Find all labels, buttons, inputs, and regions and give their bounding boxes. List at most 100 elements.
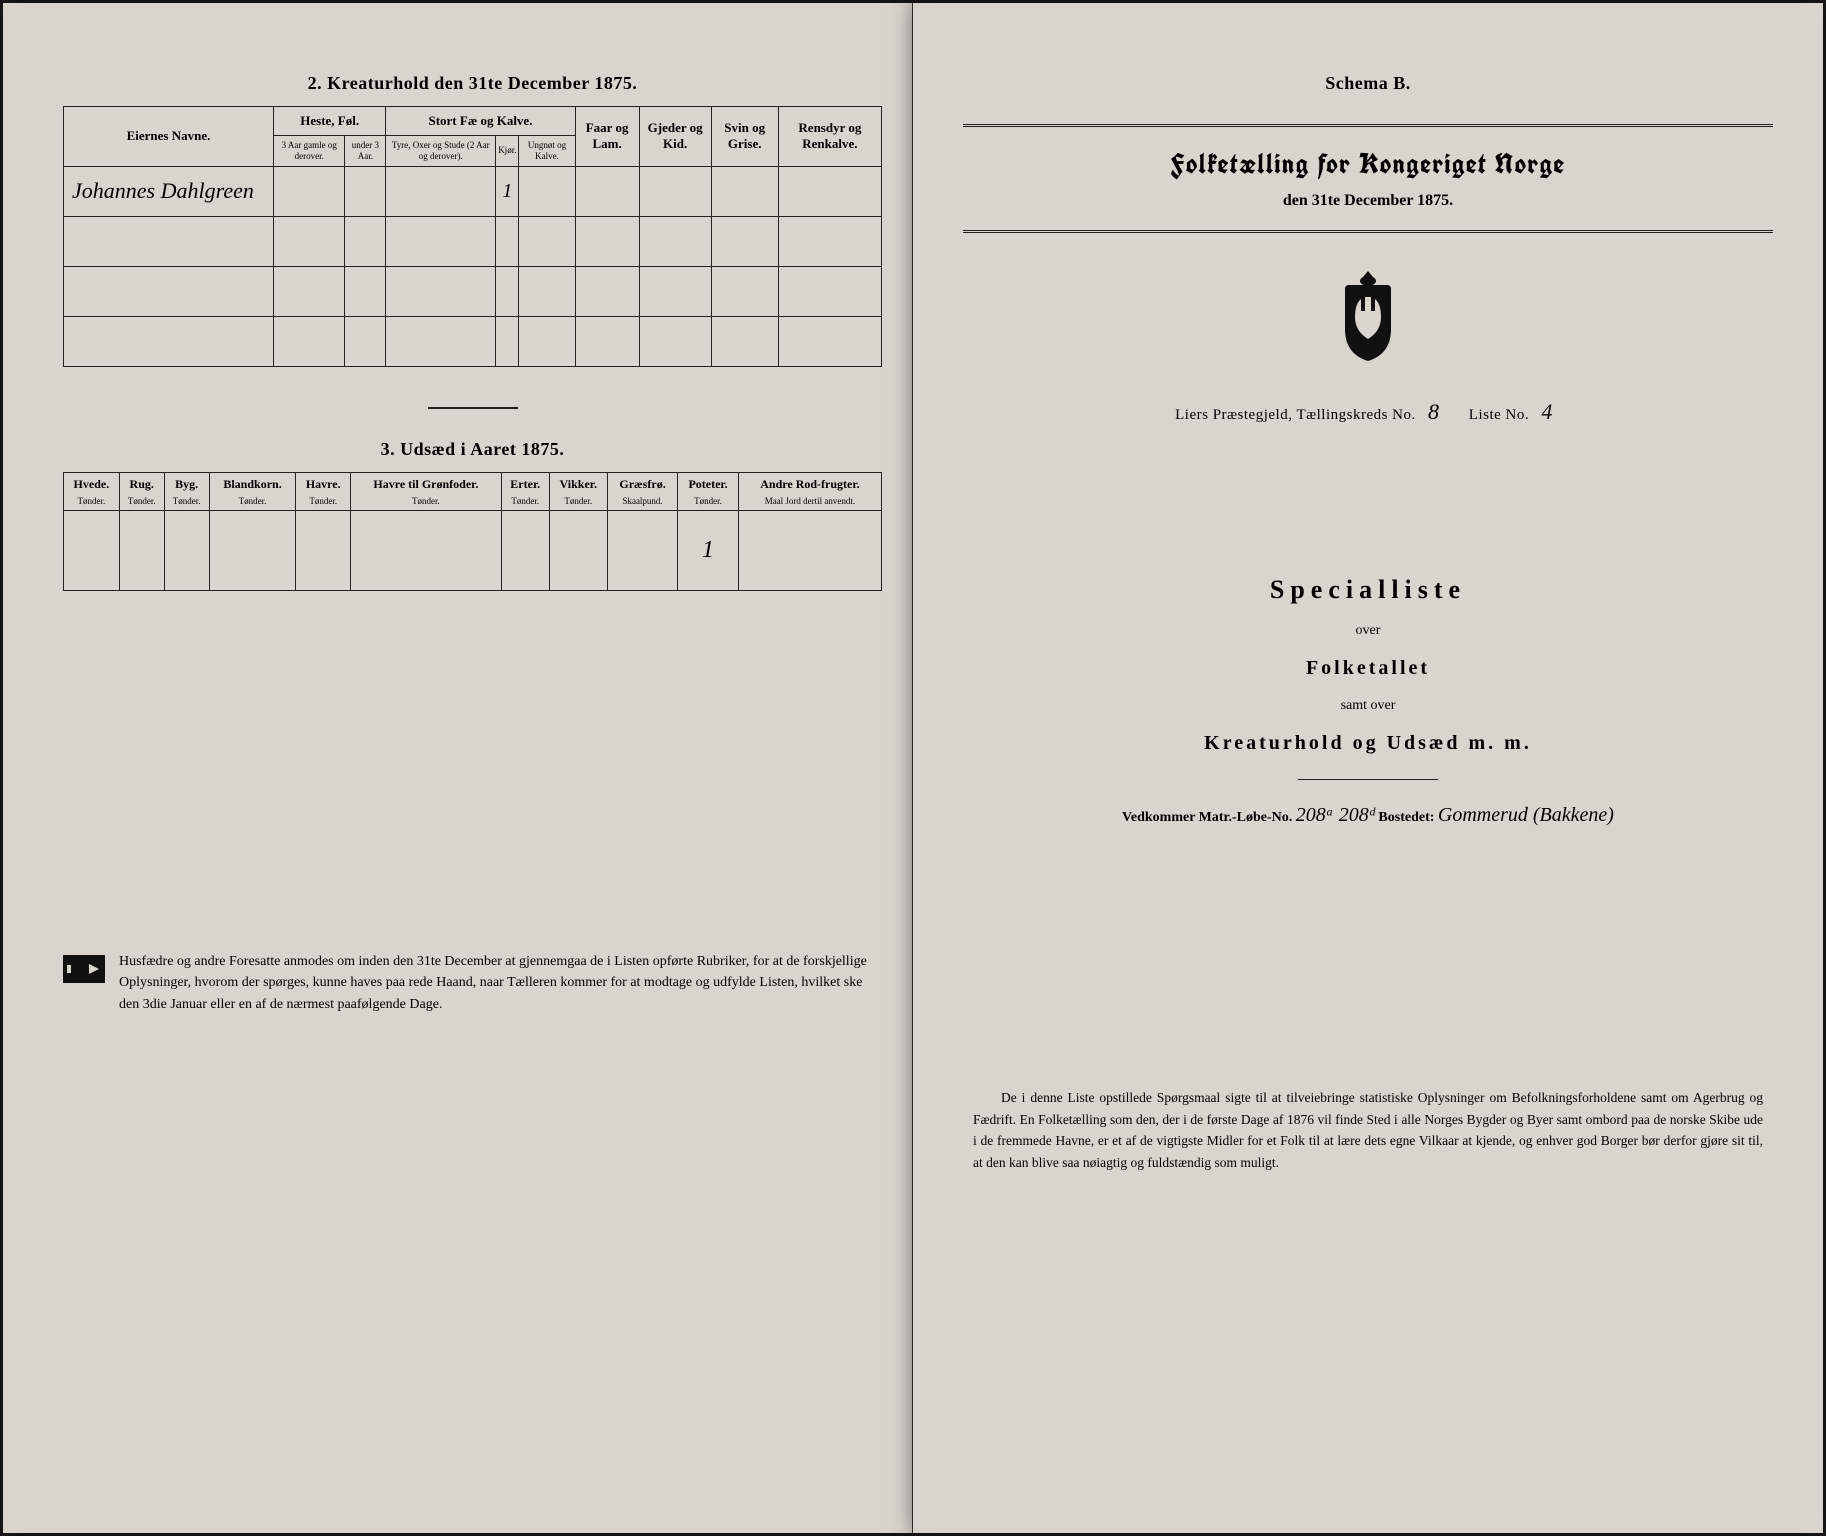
value-cell <box>274 166 345 216</box>
parish-line: Liers Præstegjeld, Tællingskreds No. 8 L… <box>963 399 1773 425</box>
samt-over: samt over <box>963 698 1773 714</box>
sow-value-cell <box>64 510 120 590</box>
col-cattle-a: Tyre, Oxer og Stude (2 Aar og derover). <box>386 136 496 167</box>
value-cell <box>639 316 711 366</box>
sow-col-header: Rug.Tønder. <box>119 472 164 510</box>
value-cell <box>639 216 711 266</box>
liste-label: Liste No. <box>1469 407 1529 423</box>
matr-no: 208ᵃ 208ᵈ <box>1296 804 1375 826</box>
value-cell <box>519 216 575 266</box>
value-cell <box>778 216 881 266</box>
sow-value-cell <box>549 510 607 590</box>
sowing-table: Hvede.Tønder.Rug.Tønder.Byg.Tønder.Bland… <box>63 472 882 591</box>
col-owner: Eiernes Navne. <box>64 107 274 167</box>
section2-title: 2. Kreaturhold den 31te December 1875. <box>63 73 882 94</box>
bottom-note: De i denne Liste opstillede Spørgsmaal s… <box>963 1087 1773 1173</box>
value-cell <box>639 166 711 216</box>
sow-col-header: Græsfrø.Skaalpund. <box>607 472 677 510</box>
census-title: Folketælling for Kongeriget Norge <box>963 145 1773 182</box>
value-cell <box>575 316 639 366</box>
value-cell <box>386 166 496 216</box>
value-cell <box>639 266 711 316</box>
value-cell <box>575 166 639 216</box>
col-horses-a: 3 Aar gamle og derover. <box>274 136 345 167</box>
sow-col-header: Byg.Tønder. <box>164 472 209 510</box>
pointing-hand-icon <box>63 955 105 983</box>
parish-label: Liers Præstegjeld, Tællingskreds No. <box>1175 407 1416 423</box>
value-cell <box>345 316 386 366</box>
title-box: Folketælling for Kongeriget Norge den 31… <box>963 124 1773 233</box>
col-cattle-c: Ungnøt og Kalve. <box>519 136 575 167</box>
value-cell <box>274 216 345 266</box>
col-cattle-b: Kjør. <box>496 136 519 167</box>
sow-value-cell <box>607 510 677 590</box>
table-row <box>64 316 882 366</box>
value-cell <box>711 216 778 266</box>
col-goats: Gjeder og Kid. <box>639 107 711 167</box>
sow-col-header: Havre til Grønfoder.Tønder. <box>351 472 502 510</box>
value-cell <box>386 216 496 266</box>
sow-col-header: Hvede.Tønder. <box>64 472 120 510</box>
sow-col-header: Andre Rod-frugter.Maal Jord dertil anven… <box>738 472 881 510</box>
value-cell <box>386 316 496 366</box>
value-cell <box>711 266 778 316</box>
sow-value-cell <box>738 510 881 590</box>
owner-cell: Johannes Dahlgreen <box>64 166 274 216</box>
sow-value-cell <box>351 510 502 590</box>
value-cell <box>345 166 386 216</box>
kreatur-line: Kreaturhold og Udsæd m. m. <box>1204 732 1532 755</box>
owner-cell <box>64 266 274 316</box>
value-cell <box>496 216 519 266</box>
divider <box>428 407 518 409</box>
owner-cell <box>64 316 274 366</box>
matr-line: Vedkommer Matr.-Løbe-No. 208ᵃ 208ᵈ Boste… <box>963 804 1773 827</box>
over-1: over <box>963 623 1773 639</box>
livestock-table: Eiernes Navne. Heste, Føl. Stort Fæ og K… <box>63 106 882 367</box>
value-cell <box>711 316 778 366</box>
sow-value-cell <box>209 510 296 590</box>
instruction-text: Husfædre og andre Foresatte anmodes om i… <box>119 951 882 1016</box>
col-horses-b: under 3 Aar. <box>345 136 386 167</box>
value-cell <box>519 166 575 216</box>
value-cell <box>519 266 575 316</box>
bostedet-label: Bostedet: <box>1378 810 1434 825</box>
sow-col-header: Blandkorn.Tønder. <box>209 472 296 510</box>
sow-col-header: Havre.Tønder. <box>296 472 351 510</box>
sow-col-header: Poteter.Tønder. <box>678 472 739 510</box>
value-cell <box>778 266 881 316</box>
value-cell <box>711 166 778 216</box>
table-row <box>64 216 882 266</box>
table-row: Johannes Dahlgreen 1 <box>64 166 882 216</box>
specialliste-title: Specialliste <box>963 575 1773 605</box>
value-cell <box>519 316 575 366</box>
col-reindeer: Rensdyr og Renkalve. <box>778 107 881 167</box>
value-cell <box>386 266 496 316</box>
value-cell <box>496 266 519 316</box>
value-cell <box>345 216 386 266</box>
value-cell <box>345 266 386 316</box>
table-row <box>64 266 882 316</box>
right-page: Schema B. Folketælling for Kongeriget No… <box>913 3 1823 1533</box>
matr-label: Vedkommer Matr.-Løbe-No. <box>1122 810 1292 825</box>
sow-value-cell <box>501 510 549 590</box>
value-cell: 1 <box>496 166 519 216</box>
sow-value-cell <box>164 510 209 590</box>
bostedet-value: Gommerud (Bakkene) <box>1438 804 1614 826</box>
col-pigs: Svin og Grise. <box>711 107 778 167</box>
divider-right <box>1298 779 1438 780</box>
bottom-note-text: De i denne Liste opstillede Spørgsmaal s… <box>973 1090 1763 1170</box>
value-cell <box>778 316 881 366</box>
value-cell <box>778 166 881 216</box>
sow-col-header: Vikker.Tønder. <box>549 472 607 510</box>
folketallet: Folketallet <box>1306 657 1430 680</box>
value-cell <box>274 316 345 366</box>
sow-value-cell <box>296 510 351 590</box>
coat-of-arms-icon <box>963 269 1773 369</box>
kreds-no: 8 <box>1420 399 1448 424</box>
sow-value-cell: 1 <box>678 510 739 590</box>
value-cell <box>575 266 639 316</box>
col-cattle: Stort Fæ og Kalve. <box>386 107 575 136</box>
section3-title: 3. Udsæd i Aaret 1875. <box>63 439 882 460</box>
col-horses: Heste, Føl. <box>274 107 386 136</box>
census-date: den 31te December 1875. <box>963 192 1773 210</box>
